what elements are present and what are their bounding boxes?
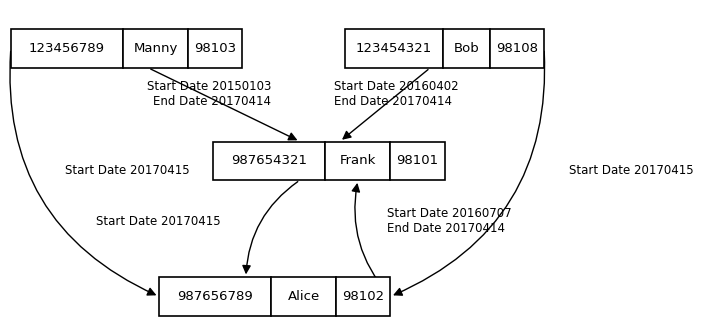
FancyBboxPatch shape [271, 277, 336, 316]
Text: Manny: Manny [133, 42, 178, 55]
FancyArrowPatch shape [394, 51, 544, 295]
Text: Start Date 20170415: Start Date 20170415 [65, 164, 189, 177]
Text: Bob: Bob [453, 42, 479, 55]
FancyBboxPatch shape [159, 277, 271, 316]
Text: Alice: Alice [288, 290, 320, 303]
FancyBboxPatch shape [442, 29, 490, 68]
FancyBboxPatch shape [188, 29, 242, 68]
Text: 123454321: 123454321 [356, 42, 432, 55]
Text: 98108: 98108 [496, 42, 538, 55]
Text: 98101: 98101 [396, 154, 439, 167]
FancyArrowPatch shape [10, 51, 155, 295]
FancyBboxPatch shape [213, 141, 325, 180]
Text: Frank: Frank [340, 154, 376, 167]
FancyBboxPatch shape [346, 29, 442, 68]
FancyArrowPatch shape [343, 70, 428, 139]
Text: Start Date 20170415: Start Date 20170415 [570, 164, 694, 177]
FancyArrowPatch shape [150, 69, 296, 140]
FancyBboxPatch shape [390, 141, 445, 180]
Text: Start Date 20160707
End Date 20170414: Start Date 20160707 End Date 20170414 [387, 207, 511, 235]
Text: 123456789: 123456789 [29, 42, 105, 55]
Text: 987654321: 987654321 [231, 154, 307, 167]
Text: Start Date 20160402
End Date 20170414: Start Date 20160402 End Date 20170414 [334, 80, 458, 108]
Text: 98102: 98102 [342, 290, 385, 303]
FancyArrowPatch shape [352, 184, 388, 294]
FancyArrowPatch shape [243, 182, 298, 273]
Text: 987656789: 987656789 [177, 290, 253, 303]
Text: 98103: 98103 [194, 42, 236, 55]
Text: Start Date 20150103
End Date 20170414: Start Date 20150103 End Date 20170414 [147, 80, 271, 108]
Text: Start Date 20170415: Start Date 20170415 [96, 215, 221, 227]
FancyBboxPatch shape [11, 29, 123, 68]
FancyBboxPatch shape [490, 29, 544, 68]
FancyBboxPatch shape [325, 141, 390, 180]
FancyBboxPatch shape [123, 29, 188, 68]
FancyBboxPatch shape [336, 277, 390, 316]
